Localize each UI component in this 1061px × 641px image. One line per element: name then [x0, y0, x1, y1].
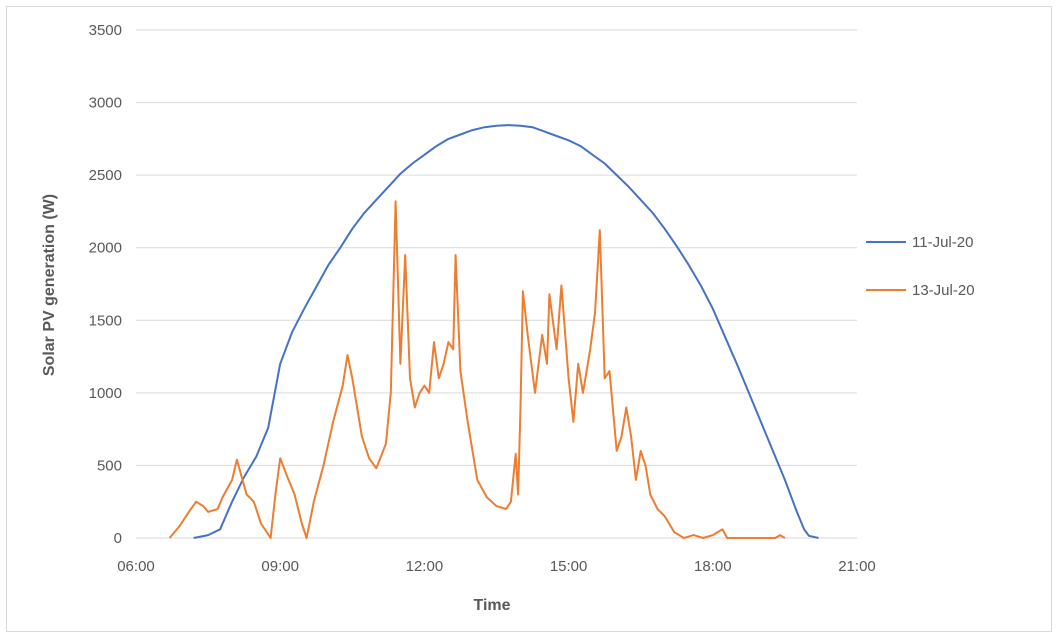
x-tick-label: 18:00 — [694, 558, 732, 575]
y-tick-label: 3000 — [89, 95, 122, 112]
legend-label: 13-Jul-20 — [912, 282, 975, 299]
y-tick-label: 2000 — [89, 240, 122, 257]
gridlines — [136, 29, 857, 539]
y-tick-label: 0 — [114, 530, 122, 547]
legend-label: 11-Jul-20 — [912, 234, 973, 251]
y-tick-label: 1000 — [89, 385, 122, 402]
x-axis-title: Time — [473, 597, 510, 614]
chart-frame — [6, 6, 1052, 632]
series-line-11-Jul-20 — [193, 124, 819, 539]
y-axis-tick-labels: 0 500 1000 1500 2000 2500 3000 3500 — [89, 22, 122, 547]
y-tick-label: 2500 — [89, 167, 122, 184]
x-tick-label: 12:00 — [406, 558, 444, 575]
x-tick-label: 09:00 — [261, 558, 299, 575]
series-lines — [168, 124, 819, 539]
y-axis-title: Solar PV generation (W) — [41, 194, 58, 376]
y-tick-label: 3500 — [89, 22, 122, 39]
x-tick-label: 15:00 — [550, 558, 588, 575]
y-tick-label: 500 — [97, 457, 122, 474]
x-tick-label: 06:00 — [117, 558, 155, 575]
legend: 11-Jul-20 13-Jul-20 — [866, 234, 975, 299]
x-axis-tick-labels: 06:00 09:00 12:00 15:00 18:00 21:00 — [117, 558, 876, 575]
x-tick-label: 21:00 — [838, 558, 876, 575]
y-tick-label: 1500 — [89, 312, 122, 329]
series-line-13-Jul-20 — [168, 200, 786, 539]
